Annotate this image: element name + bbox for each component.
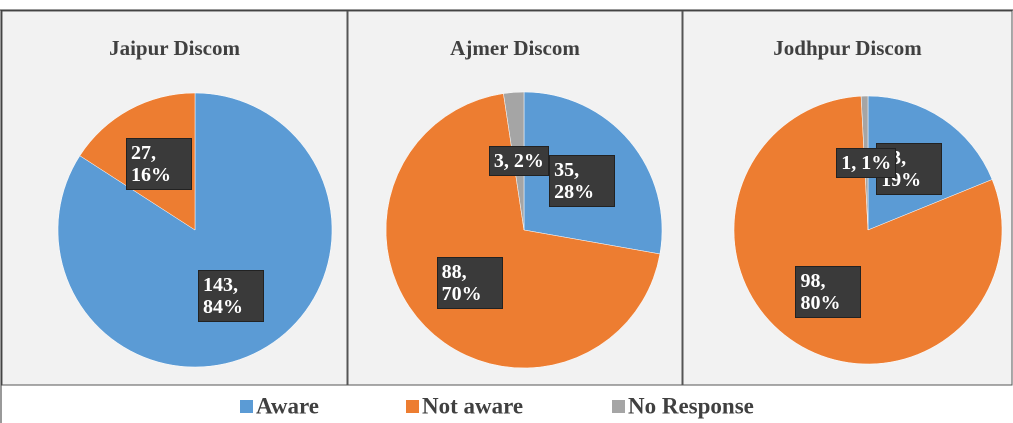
legend-swatch: [240, 400, 253, 413]
legend-label: No Response: [628, 393, 754, 418]
chart-title: Jaipur Discom: [109, 36, 240, 60]
data-label: 35, 28%: [549, 155, 616, 208]
legend-label: Not aware: [422, 393, 523, 418]
data-label: 27, 16%: [125, 137, 192, 190]
legend-swatch: [406, 400, 419, 413]
legend-swatch: [612, 400, 625, 413]
data-label: 1, 1%: [836, 148, 897, 179]
legend-box: [2, 386, 1012, 423]
data-label: 3, 2%: [488, 146, 549, 177]
chart-title: Ajmer Discom: [450, 36, 580, 60]
chart-title: Jodhpur Discom: [773, 36, 922, 60]
data-label: 143, 84%: [198, 270, 265, 323]
legend-label: Aware: [256, 393, 319, 418]
data-label: 88, 70%: [436, 256, 503, 309]
data-label: 98, 80%: [795, 266, 862, 319]
